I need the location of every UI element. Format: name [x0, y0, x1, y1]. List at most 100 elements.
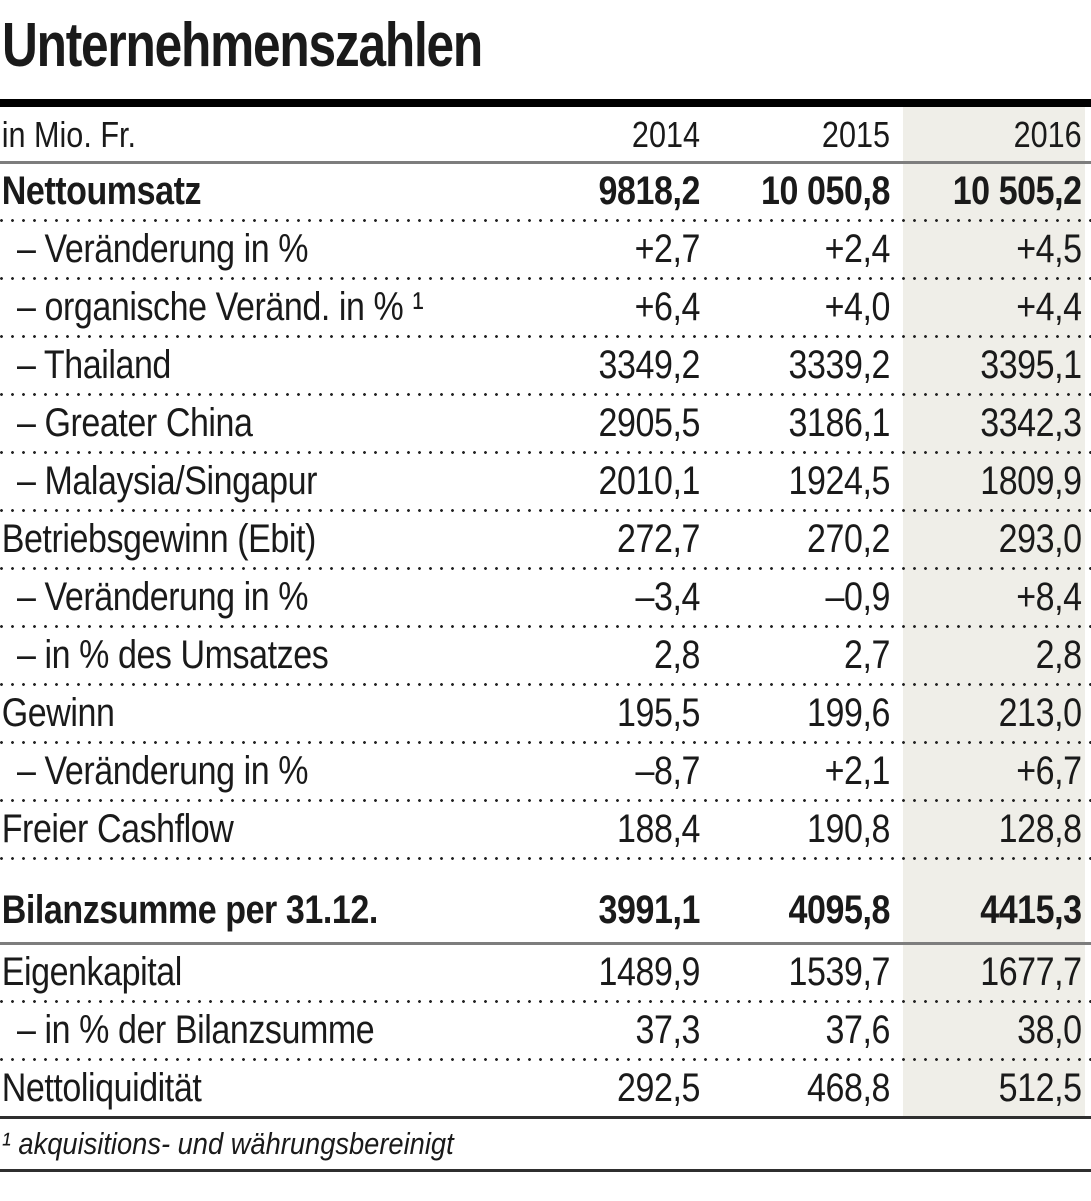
row-label: – Veränderung in %	[17, 575, 309, 619]
row-value-2015: 199,6	[807, 691, 890, 735]
row-value-2016: 10 505,2	[952, 169, 1082, 213]
row-separator-solid-dark	[0, 1116, 1091, 1119]
row-value-2014: –8,7	[635, 749, 701, 793]
row-value-2014: 2,8	[654, 633, 700, 677]
column-header-2015: 2015	[821, 114, 890, 155]
row-value-2016: +6,7	[1016, 749, 1082, 793]
row-label: – Veränderung in %	[17, 749, 309, 793]
row-value-2014: 9818,2	[598, 169, 701, 213]
row-label: – Greater China	[17, 401, 253, 445]
row-value-2014: 195,5	[617, 691, 700, 735]
row-label: – Malaysia/Singapur	[17, 459, 317, 503]
row-value-2014: +2,7	[634, 227, 701, 271]
row-label: Gewinn	[1, 691, 115, 735]
row-value-2016: 3342,3	[980, 401, 1082, 445]
title-block: Unternehmenszahlen	[0, 0, 1091, 99]
row-separator-dotted	[0, 625, 1091, 628]
table-row: Eigenkapital 1489,9 1539,7 1677,7	[0, 945, 1091, 1000]
table-row: Freier Cashflow 188,4 190,8 128,8	[0, 802, 1091, 857]
row-value-2014: 2905,5	[598, 401, 701, 445]
row-label: Betriebsgewinn (Ebit)	[1, 517, 317, 561]
table-header-row: in Mio. Fr. 2014 2015 2016	[0, 107, 1091, 161]
row-separator-dotted	[0, 1000, 1091, 1003]
row-value-2016: 4415,3	[980, 888, 1082, 932]
page-title: Unternehmenszahlen	[2, 11, 483, 80]
row-value-2015: 3186,1	[788, 401, 891, 445]
table-row: Betriebsgewinn (Ebit) 272,7 270,2 293,0	[0, 512, 1091, 567]
row-value-2016: 128,8	[998, 807, 1082, 851]
row-separator-dotted	[0, 683, 1091, 686]
row-label: – in % des Umsatzes	[17, 633, 329, 677]
row-value-2015: –0,9	[825, 575, 891, 619]
row-value-2016: 1809,9	[980, 459, 1082, 503]
row-value-2016: 512,5	[998, 1066, 1082, 1110]
table-body: Nettoumsatz 9818,2 10 050,8 10 505,2 – V…	[0, 164, 1091, 1119]
row-value-2016: 293,0	[998, 517, 1082, 561]
row-value-2014: 292,5	[617, 1066, 700, 1110]
footnote-text: ¹ akquisitions- und währungsbereinigt	[1, 1126, 454, 1161]
row-separator-dotted	[0, 277, 1091, 280]
row-separator-solid-gray	[0, 942, 1091, 945]
row-value-2015: 190,8	[807, 807, 890, 851]
row-value-2015: +4,0	[824, 285, 891, 329]
row-label: Freier Cashflow	[1, 807, 234, 851]
row-value-2015: 270,2	[807, 517, 890, 561]
row-label: – Thailand	[17, 343, 171, 387]
table-row: – Veränderung in % +2,7 +2,4 +4,5	[0, 222, 1091, 277]
row-separator-dotted	[0, 451, 1091, 454]
row-value-2015: +2,1	[824, 749, 891, 793]
table-row: Nettoliquidität 292,5 468,8 512,5	[0, 1061, 1091, 1116]
row-value-2016: 1677,7	[980, 950, 1082, 994]
table-row: Bilanzsumme per 31.12. 3991,1 4095,8 441…	[0, 860, 1091, 942]
row-separator-dotted	[0, 509, 1091, 512]
table-row: – Veränderung in % –8,7 +2,1 +6,7	[0, 744, 1091, 799]
row-value-2015: 37,6	[825, 1008, 891, 1052]
row-value-2014: 3991,1	[598, 888, 701, 932]
row-value-2015: 2,7	[844, 633, 890, 677]
header-rule	[0, 161, 1091, 164]
row-value-2014: 37,3	[635, 1008, 701, 1052]
row-value-2014: 188,4	[617, 807, 700, 851]
row-value-2014: +6,4	[634, 285, 701, 329]
unit-label: in Mio. Fr.	[1, 114, 137, 155]
row-value-2016: 38,0	[1017, 1008, 1082, 1052]
row-value-2015: 4095,8	[788, 888, 891, 932]
table-row: – Veränderung in % –3,4 –0,9 +8,4	[0, 570, 1091, 625]
row-separator-dotted	[0, 857, 1091, 860]
row-label: Nettoliquidität	[1, 1066, 202, 1110]
table-row: – Thailand 3349,2 3339,2 3395,1	[0, 338, 1091, 393]
row-value-2014: 2010,1	[598, 459, 701, 503]
table-row: Gewinn 195,5 199,6 213,0	[0, 686, 1091, 741]
row-value-2016: 3395,1	[980, 343, 1082, 387]
table-row: – in % der Bilanzsumme 37,3 37,6 38,0	[0, 1003, 1091, 1058]
table-row: – organische Veränd. in % ¹ +6,4 +4,0 +4…	[0, 280, 1091, 335]
row-label: – Veränderung in %	[17, 227, 309, 271]
row-separator-dotted	[0, 741, 1091, 744]
row-value-2016: 213,0	[998, 691, 1082, 735]
row-label: – organische Veränd. in % ¹	[17, 285, 424, 329]
row-value-2014: –3,4	[635, 575, 701, 619]
row-value-2016: 2,8	[1035, 633, 1082, 677]
footnote-block: ¹ akquisitions- und währungsbereinigt	[0, 1119, 1091, 1169]
row-value-2014: 3349,2	[598, 343, 701, 387]
table-row: – Greater China 2905,5 3186,1 3342,3	[0, 396, 1091, 451]
row-separator-dotted	[0, 393, 1091, 396]
row-separator-dotted	[0, 567, 1091, 570]
row-value-2014: 272,7	[617, 517, 700, 561]
highlight-column-2016-band	[903, 107, 1085, 1119]
row-value-2015: 1924,5	[788, 459, 891, 503]
row-label: Eigenkapital	[1, 950, 183, 994]
row-label: Bilanzsumme per 31.12.	[1, 888, 379, 932]
row-value-2015: 1539,7	[788, 950, 891, 994]
table-row: – Malaysia/Singapur 2010,1 1924,5 1809,9	[0, 454, 1091, 509]
top-rule	[0, 99, 1091, 107]
row-separator-dotted	[0, 1058, 1091, 1061]
row-value-2015: +2,4	[824, 227, 891, 271]
row-separator-dotted	[0, 799, 1091, 802]
table-row: Nettoumsatz 9818,2 10 050,8 10 505,2	[0, 164, 1091, 219]
column-header-2014: 2014	[631, 114, 700, 155]
row-label: – in % der Bilanzsumme	[17, 1008, 375, 1052]
row-value-2015: 10 050,8	[761, 169, 890, 213]
row-label: Nettoumsatz	[1, 169, 202, 213]
